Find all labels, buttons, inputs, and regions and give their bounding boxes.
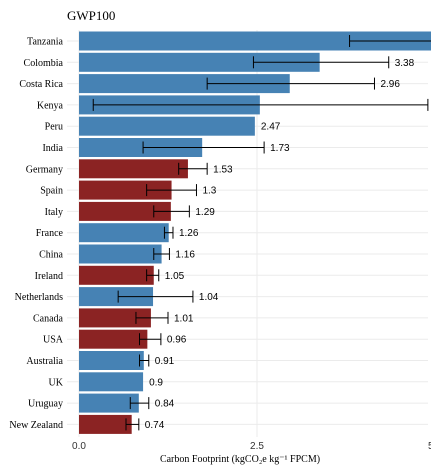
category-label: Netherlands (15, 292, 63, 303)
value-label: 2.47 (261, 122, 281, 133)
bar (79, 287, 154, 307)
x-tick-label: 0.0 (72, 441, 86, 452)
bar (79, 265, 154, 285)
error-bars (92, 35, 431, 431)
category-label: France (36, 228, 64, 239)
bar (79, 180, 172, 200)
value-label: 1.05 (165, 271, 185, 282)
value-label: 2.96 (380, 79, 400, 90)
category-label: UK (49, 377, 64, 388)
category-labels: Tanzania Colombia Costa Rica Kenya Peru India… (9, 37, 63, 431)
value-label: 1.73 (270, 143, 290, 154)
bar (79, 329, 148, 349)
bar (79, 244, 162, 264)
category-label: Peru (45, 122, 63, 133)
bar (79, 201, 171, 221)
bar (79, 159, 188, 179)
bar (79, 372, 144, 392)
category-label: USA (43, 335, 64, 346)
bar (79, 414, 132, 434)
category-label: Italy (45, 207, 63, 218)
value-label: 0.91 (155, 356, 175, 367)
bar (79, 223, 169, 243)
category-label: Spain (40, 186, 63, 197)
category-label: India (42, 143, 63, 154)
x-tick-label: 2.5 (250, 441, 264, 452)
category-label: Germany (26, 164, 63, 175)
value-label: 1.53 (213, 164, 233, 175)
bar (79, 52, 320, 72)
value-label: 0.84 (155, 399, 175, 410)
category-label: Australia (26, 356, 63, 367)
value-label: 0.74 (145, 420, 165, 431)
chart-title: GWP100 (67, 8, 115, 23)
value-label: 3.38 (395, 58, 415, 69)
category-label: Uruguay (28, 399, 63, 410)
value-label: 1.04 (199, 292, 219, 303)
category-label: China (39, 250, 63, 261)
category-label: Costa Rica (19, 79, 63, 90)
category-label: Kenya (37, 100, 64, 111)
value-label: 0.9 (149, 377, 163, 388)
bar (79, 116, 255, 136)
category-label: Tanzania (27, 37, 64, 48)
category-label: Canada (33, 313, 64, 324)
value-labels: 5.993.382.962.542.471.731.531.31.291.261… (145, 58, 415, 431)
bar (79, 138, 203, 157)
value-label: 1.16 (175, 250, 195, 261)
bar (79, 74, 290, 94)
bar (79, 351, 144, 370)
x-tick-label: 5.0 (428, 441, 431, 452)
bar (79, 31, 431, 51)
category-label: New Zealand (9, 420, 63, 431)
x-axis-title: Carbon Footprint (kgCO₂e kg⁻¹ FPCM) (160, 454, 320, 465)
bar (79, 308, 151, 328)
category-label: Colombia (24, 58, 64, 69)
value-label: 1.01 (174, 313, 194, 324)
value-label: 1.3 (202, 186, 216, 197)
bar (79, 393, 139, 413)
category-label: Ireland (35, 271, 63, 282)
value-label: 1.26 (179, 228, 199, 239)
value-label: 1.29 (195, 207, 215, 218)
x-axis-ticks: 0.02.55.07.5 (72, 441, 431, 452)
value-label: 0.96 (167, 335, 187, 346)
